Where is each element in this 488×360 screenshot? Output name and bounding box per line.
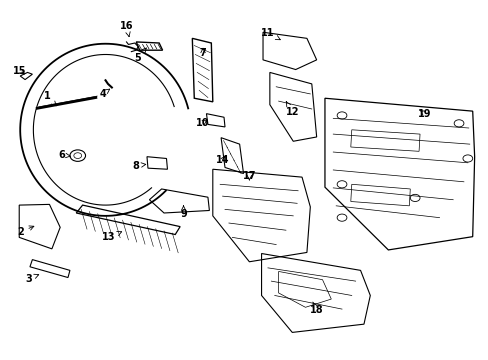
Text: 2: 2 <box>17 226 34 237</box>
Text: 16: 16 <box>120 21 133 37</box>
Text: 12: 12 <box>285 102 299 117</box>
Text: 5: 5 <box>134 48 146 63</box>
Text: 15: 15 <box>13 66 26 76</box>
Text: 13: 13 <box>102 231 122 242</box>
Text: 17: 17 <box>242 171 256 181</box>
Text: 4: 4 <box>100 89 109 99</box>
Text: 8: 8 <box>133 161 145 171</box>
Text: 7: 7 <box>199 48 206 58</box>
Text: 19: 19 <box>417 109 431 119</box>
Text: 18: 18 <box>309 302 323 315</box>
Text: 11: 11 <box>261 28 280 40</box>
Text: 3: 3 <box>25 274 39 284</box>
Text: 6: 6 <box>58 150 70 160</box>
Text: 9: 9 <box>180 206 186 219</box>
Text: 14: 14 <box>215 155 229 165</box>
Text: 10: 10 <box>196 118 209 128</box>
Text: 1: 1 <box>43 91 56 106</box>
